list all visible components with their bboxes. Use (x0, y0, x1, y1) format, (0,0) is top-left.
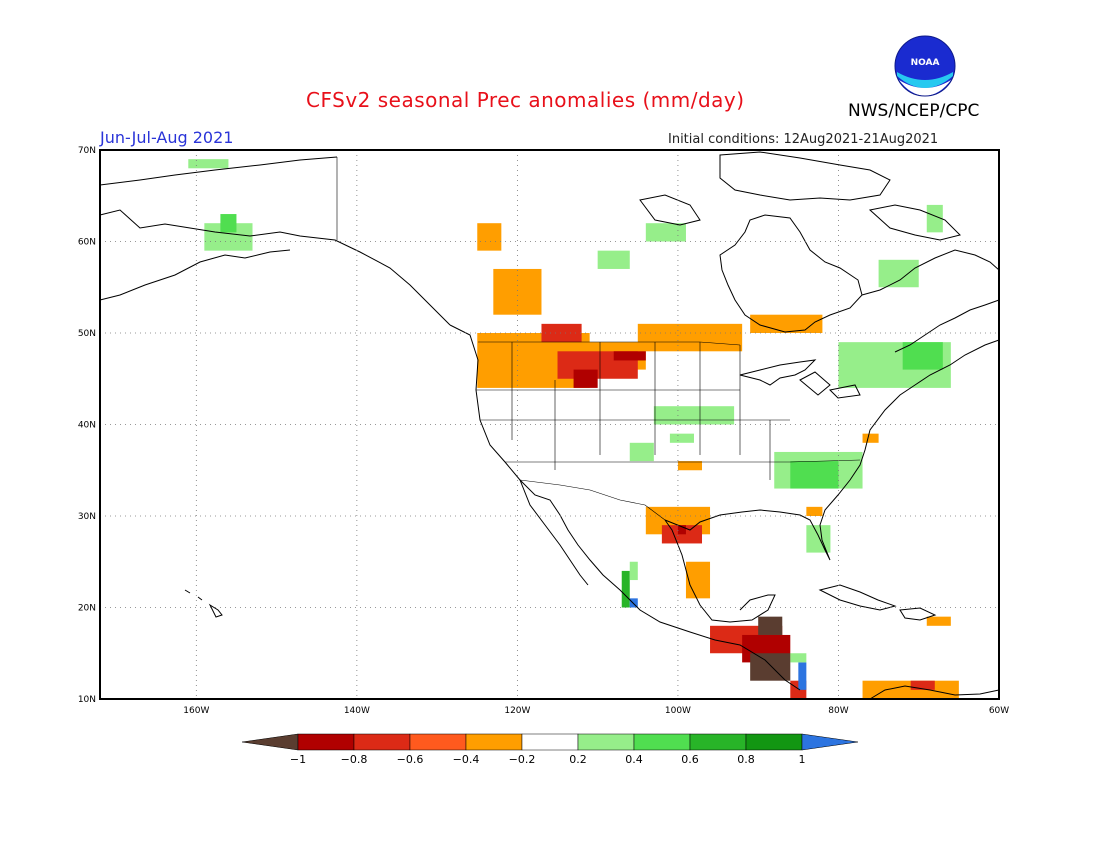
lon-tick-label: 160W (183, 706, 209, 716)
anomaly-cell (798, 662, 807, 690)
anomaly-cell (541, 323, 582, 343)
coastlines (99, 151, 1000, 700)
anomaly-cell (758, 616, 783, 635)
lat-tick-label: 30N (78, 512, 96, 522)
lon-tick-label: 120W (504, 706, 530, 716)
colorbar-segment (353, 733, 411, 751)
lon-tick-label: 80W (828, 706, 848, 716)
anomaly-cell (653, 406, 735, 425)
anomaly-cell (621, 570, 630, 608)
anomaly-cell (677, 525, 686, 535)
lon-tick-label: 100W (665, 706, 691, 716)
lat-tick-label: 10N (78, 695, 96, 705)
anomaly-cell (750, 314, 823, 333)
anomaly-cell (806, 506, 823, 516)
anomaly-cell (790, 653, 807, 663)
map-frame (99, 149, 1000, 700)
noaa-logo-icon: NOAA (894, 35, 956, 97)
colorbar-segment (577, 733, 635, 751)
anomaly-cell (669, 433, 694, 443)
colorbar-segment (465, 733, 523, 751)
colorbar-tick-label: −1 (290, 753, 306, 766)
anomaly-cell (862, 680, 959, 699)
anomaly-cell (493, 268, 542, 315)
colorbar-tick-label: 0.6 (681, 753, 699, 766)
anomaly-cell (910, 680, 935, 690)
anomaly-cell (750, 653, 791, 681)
anomaly-cell (573, 369, 598, 388)
lat-tick-label: 20N (78, 604, 96, 614)
colorbar-tick-label: −0.6 (397, 753, 424, 766)
anomaly-cell (477, 223, 502, 251)
anomaly-cell (878, 259, 919, 288)
anomaly-cell (902, 342, 943, 370)
colorbar: −1 −0.8 −0.6 −0.4 −0.2 0.2 0.4 0.6 0.8 1 (241, 733, 859, 766)
colorbar-tick-label: −0.2 (509, 753, 536, 766)
noaa-logo-text: NOAA (911, 58, 940, 68)
colorbar-low-extend (241, 733, 299, 751)
colorbar-segment (689, 733, 747, 751)
lon-tick-label: 60W (989, 706, 1009, 716)
anomaly-cell (613, 351, 646, 361)
lat-tick-label: 60N (78, 238, 96, 248)
political-borders (336, 157, 861, 521)
colorbar-segment (745, 733, 803, 751)
colorbar-tick-label: −0.4 (453, 753, 480, 766)
lat-tick-label: 50N (78, 329, 96, 339)
map-title: CFSv2 seasonal Prec anomalies (mm/day) (306, 88, 745, 112)
season-label: Jun-Jul-Aug 2021 (100, 128, 234, 147)
colorbar-segment (633, 733, 691, 751)
initial-conditions-label: Initial conditions: 12Aug2021-21Aug2021 (668, 132, 939, 147)
anomaly-cell (629, 442, 654, 462)
colorbar-high-extend (801, 733, 859, 751)
anomaly-cell (926, 204, 943, 233)
anomaly-cell (645, 223, 686, 242)
agency-label: NWS/NCEP/CPC (848, 101, 980, 121)
anomaly-cell (677, 461, 703, 471)
lat-tick-label: 70N (78, 146, 96, 156)
colorbar-tick-label: −0.8 (341, 753, 368, 766)
anomaly-cell (685, 561, 711, 599)
anomaly-cell (862, 433, 879, 443)
anomaly-cell (220, 214, 237, 233)
longitude-labels: 160W 140W 120W 100W 80W 60W (183, 706, 1009, 716)
colorbar-segment (521, 733, 579, 751)
colorbar-segment (409, 733, 467, 751)
anomaly-cell (629, 598, 638, 608)
anomaly-cell (926, 616, 951, 626)
anomaly-cell (806, 525, 831, 553)
lat-tick-label: 40N (78, 421, 96, 431)
colorbar-segment (297, 733, 355, 751)
colorbar-tick-label: 1 (799, 753, 806, 766)
anomaly-cell (637, 323, 743, 352)
anomaly-cell (597, 250, 630, 269)
anomaly-cell (629, 561, 638, 581)
colorbar-tick-label: 0.8 (737, 753, 755, 766)
anomaly-cell (790, 461, 839, 489)
colorbar-tick-label: 0.4 (625, 753, 643, 766)
latitude-labels: 70N 60N 50N 40N 30N 20N 10N (78, 146, 96, 705)
lon-tick-label: 140W (344, 706, 370, 716)
colorbar-tick-label: 0.2 (569, 753, 587, 766)
anomaly-cell (188, 159, 229, 169)
